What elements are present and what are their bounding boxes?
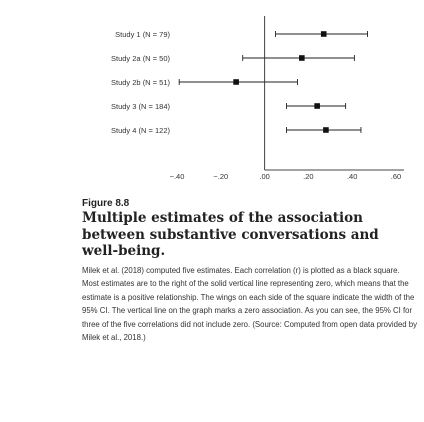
x-tick-label: −.40 (170, 172, 185, 181)
plot-frame (264, 16, 404, 171)
x-tick-label: −.20 (213, 172, 228, 181)
x-tick-label: .60 (391, 172, 401, 181)
estimate-marker (323, 127, 329, 133)
x-tick-label: .20 (303, 172, 313, 181)
figure-title: Multiple estimates of the association be… (82, 210, 379, 259)
study-label: Study 2a (N = 50) (111, 54, 170, 63)
study-label: Study 1 (N = 79) (115, 30, 170, 39)
figure-caption: Figure 8.8 Multiple estimates of the ass… (82, 198, 418, 345)
x-tick-label: .00 (259, 172, 269, 181)
x-axis: −.40 −.20 .00 .20 .40 .60 (170, 172, 402, 181)
estimate-marker (233, 79, 239, 85)
study-label: Study 3 (N = 184) (111, 102, 170, 111)
study-label: Study 4 (N = 122) (111, 126, 170, 135)
estimate-marker (299, 55, 305, 61)
estimate-marker (314, 103, 320, 109)
x-tick-label: .40 (347, 172, 357, 181)
figure-description: Milek et al. (2018) computed five estima… (82, 265, 418, 343)
forest-plot: Study 1 (N = 79) Study 2a (N = 50) Study 2… (111, 16, 404, 181)
figure-number: Figure 8.8 (82, 198, 130, 209)
estimate-marker (320, 31, 327, 37)
study-marks (178, 31, 368, 133)
study-label: Study 2b (N = 51) (111, 78, 170, 87)
study-labels: Study 1 (N = 79) Study 2a (N = 50) Study 2… (111, 30, 170, 135)
